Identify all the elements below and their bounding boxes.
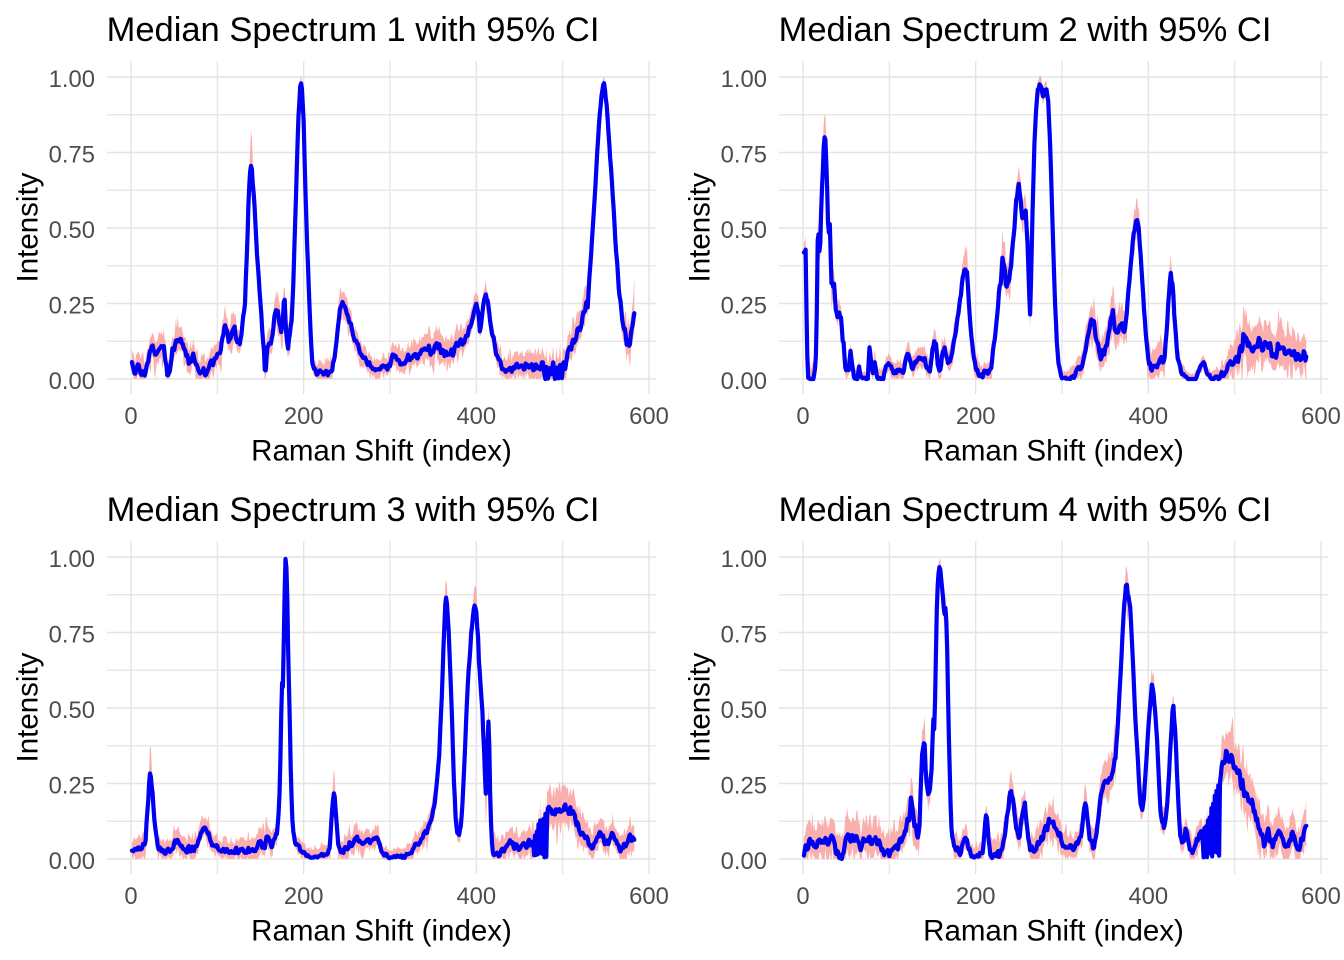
svg-text:400: 400 [456, 403, 496, 430]
svg-text:0: 0 [796, 883, 809, 910]
svg-text:Median Spectrum 3 with 95% CI: Median Spectrum 3 with 95% CI [107, 491, 600, 529]
svg-text:Median Spectrum 2 with 95% CI: Median Spectrum 2 with 95% CI [779, 11, 1272, 49]
svg-text:1.00: 1.00 [721, 66, 767, 93]
svg-text:Intensity: Intensity [12, 652, 45, 762]
svg-text:0.00: 0.00 [49, 368, 95, 395]
svg-text:0.50: 0.50 [49, 697, 95, 724]
svg-text:1.00: 1.00 [49, 546, 95, 573]
svg-text:0.50: 0.50 [49, 217, 95, 244]
svg-text:0: 0 [124, 883, 137, 910]
svg-text:0.00: 0.00 [721, 848, 767, 875]
svg-text:0.25: 0.25 [721, 292, 767, 319]
svg-text:400: 400 [1128, 883, 1168, 910]
svg-text:0.25: 0.25 [49, 772, 95, 799]
svg-text:400: 400 [1128, 403, 1168, 430]
svg-text:Intensity: Intensity [12, 172, 45, 282]
svg-text:1.00: 1.00 [49, 66, 95, 93]
svg-text:200: 200 [284, 883, 324, 910]
svg-text:600: 600 [1301, 883, 1341, 910]
svg-text:Median Spectrum 4 with 95% CI: Median Spectrum 4 with 95% CI [779, 491, 1272, 529]
svg-text:200: 200 [284, 403, 324, 430]
svg-text:0.50: 0.50 [721, 697, 767, 724]
svg-text:0.75: 0.75 [721, 141, 767, 168]
svg-text:Intensity: Intensity [684, 172, 717, 282]
svg-text:0.75: 0.75 [49, 141, 95, 168]
svg-text:Raman Shift (index): Raman Shift (index) [923, 915, 1184, 948]
svg-text:Raman Shift (index): Raman Shift (index) [251, 915, 512, 948]
svg-text:Raman Shift (index): Raman Shift (index) [251, 435, 512, 468]
svg-text:0.75: 0.75 [49, 621, 95, 648]
svg-text:0.00: 0.00 [721, 368, 767, 395]
svg-text:0.25: 0.25 [721, 772, 767, 799]
svg-text:0.00: 0.00 [49, 848, 95, 875]
svg-text:600: 600 [629, 883, 669, 910]
svg-text:600: 600 [1301, 403, 1341, 430]
svg-text:200: 200 [956, 883, 996, 910]
svg-text:Median Spectrum 1 with 95% CI: Median Spectrum 1 with 95% CI [107, 11, 600, 49]
svg-text:400: 400 [456, 883, 496, 910]
svg-text:Intensity: Intensity [684, 652, 717, 762]
svg-text:0: 0 [796, 403, 809, 430]
svg-text:1.00: 1.00 [721, 546, 767, 573]
svg-text:0.25: 0.25 [49, 292, 95, 319]
svg-text:Raman Shift (index): Raman Shift (index) [923, 435, 1184, 468]
svg-text:200: 200 [956, 403, 996, 430]
svg-text:0: 0 [124, 403, 137, 430]
svg-text:0.75: 0.75 [721, 621, 767, 648]
svg-text:0.50: 0.50 [721, 217, 767, 244]
svg-text:600: 600 [629, 403, 669, 430]
